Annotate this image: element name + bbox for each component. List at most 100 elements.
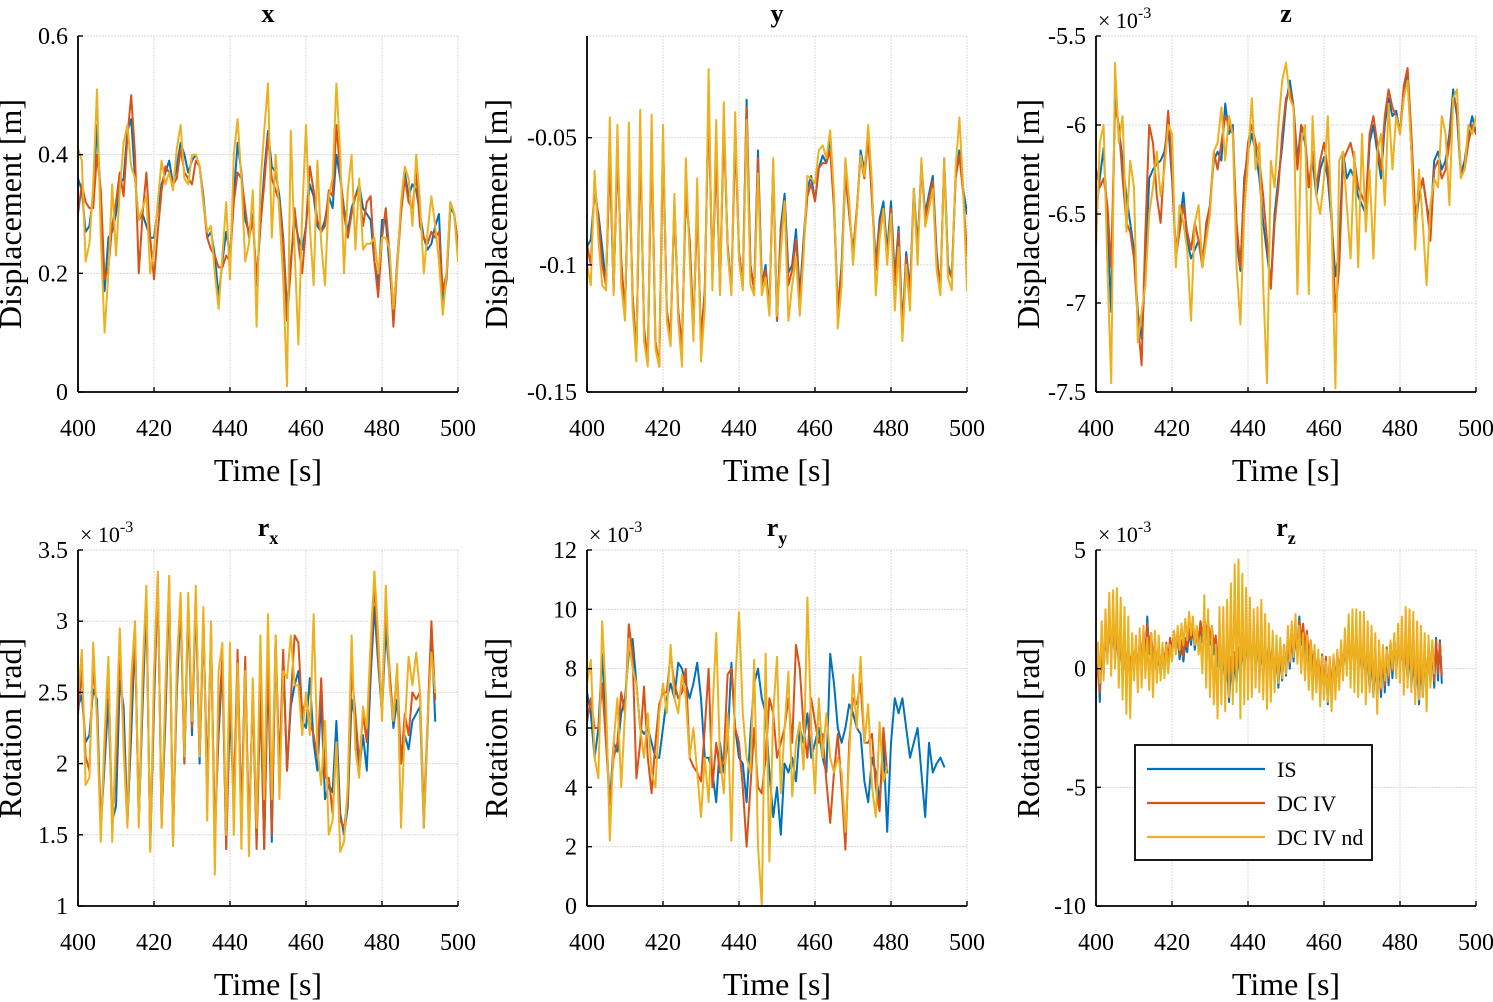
x-tick-label: 440 xyxy=(212,930,248,956)
x-tick-label: 420 xyxy=(1154,930,1190,956)
series-group xyxy=(1096,558,1443,720)
y-tick-label: 2 xyxy=(56,752,68,778)
series-is xyxy=(1096,74,1476,340)
x-axis-label: Time [s] xyxy=(723,452,831,488)
y-tick-label: 0 xyxy=(56,380,68,406)
y-tick-label: -6.5 xyxy=(1048,202,1086,228)
panel-title-subscript: x xyxy=(269,528,278,548)
series-dc-iv-nd xyxy=(587,596,889,907)
y-tick-label: 8 xyxy=(565,657,577,683)
series-dc-iv xyxy=(78,94,458,328)
panel-title-subscript: z xyxy=(1288,528,1296,548)
legend-label: DC IV xyxy=(1277,791,1336,816)
x-tick-label: 420 xyxy=(645,930,681,956)
axis-exponent-power: -3 xyxy=(120,519,133,536)
y-tick-label: 4 xyxy=(565,775,577,801)
y-tick-label: 3.5 xyxy=(38,538,68,564)
axis-exponent: × 10-3 xyxy=(1098,5,1151,33)
x-tick-label: 480 xyxy=(364,930,400,956)
y-tick-label: 10 xyxy=(553,597,577,623)
series-group xyxy=(1096,61,1476,390)
panel-title: rx xyxy=(258,513,279,548)
panel-title: ry xyxy=(767,513,788,548)
x-tick-label: 400 xyxy=(60,930,96,956)
y-tick-label: -10 xyxy=(1054,894,1086,920)
panel-z: 400 420 440 460 480 500 -7.5 -7 -6.5 -6 -5.5 z × 10-… xyxy=(1010,0,1493,488)
y-tick-label: 2 xyxy=(565,835,577,861)
x-axis-label: Time [s] xyxy=(1232,966,1340,1002)
x-tick-label: 460 xyxy=(797,930,833,956)
x-tick-label: 440 xyxy=(721,416,757,442)
x-tick-label: 480 xyxy=(1382,416,1418,442)
x-tick-label: 400 xyxy=(1078,416,1114,442)
y-tick-label: -0.05 xyxy=(527,126,577,152)
series-dc-iv-nd xyxy=(78,82,458,388)
series-group xyxy=(78,82,458,388)
x-tick-label: 480 xyxy=(364,416,400,442)
legend-label: IS xyxy=(1277,757,1297,782)
y-tick-label: 5 xyxy=(1074,538,1086,564)
x-tick-label: 500 xyxy=(1458,416,1493,442)
y-tick-label: 6 xyxy=(565,716,577,742)
series-dc-iv-nd xyxy=(1096,61,1476,390)
axis-exponent-power: -3 xyxy=(1138,519,1151,536)
y-tick-label: 0 xyxy=(1074,657,1086,683)
y-tick-label: -5 xyxy=(1066,775,1086,801)
x-tick-label: 460 xyxy=(288,930,324,956)
y-axis-label: Rotation [rad] xyxy=(0,638,28,818)
x-tick-label: 420 xyxy=(645,416,681,442)
y-tick-label: 0.2 xyxy=(38,261,68,287)
y-axis-label: Displacement [m] xyxy=(478,99,514,329)
axis-exponent-power: -3 xyxy=(1138,5,1151,22)
y-axis-label: Rotation [rad] xyxy=(478,638,514,818)
legend-label: DC IV nd xyxy=(1277,825,1363,850)
x-tick-label: 420 xyxy=(136,416,172,442)
x-axis-label: Time [s] xyxy=(214,452,322,488)
x-axis-label: Time [s] xyxy=(214,966,322,1002)
y-axis-label: Displacement [m] xyxy=(0,99,28,329)
x-tick-label: 420 xyxy=(136,930,172,956)
series-group xyxy=(587,596,946,907)
panel-x: 400 420 440 460 480 500 0 0.2 0.4 0.6 x Time [s] Dis… xyxy=(0,0,476,488)
panel-rz: 400 420 440 460 480 500 -10 -5 0 5 rz × 10-3 Time [s… xyxy=(1010,513,1493,1002)
x-tick-label: 400 xyxy=(1078,930,1114,956)
y-tick-label: -0.15 xyxy=(527,380,577,406)
y-tick-label: -5.5 xyxy=(1048,24,1086,50)
axis-exponent: × 10-3 xyxy=(589,519,642,547)
axis-exponent-power: -3 xyxy=(629,519,642,536)
x-tick-label: 400 xyxy=(569,416,605,442)
x-tick-label: 460 xyxy=(797,416,833,442)
panel-y: 400 420 440 460 480 500 -0.15 -0.1 -0.05 y Time [s… xyxy=(478,0,985,488)
grid xyxy=(1096,35,1477,392)
x-axis-label: Time [s] xyxy=(1232,452,1340,488)
x-tick-label: 480 xyxy=(873,416,909,442)
series-dc-iv-nd xyxy=(587,68,967,368)
series-dc-iv-nd xyxy=(1096,558,1436,720)
x-tick-label: 500 xyxy=(949,416,985,442)
x-tick-label: 440 xyxy=(1230,416,1266,442)
x-tick-label: 440 xyxy=(1230,930,1266,956)
series-dc-iv-nd xyxy=(78,570,437,876)
axis-exponent: × 10-3 xyxy=(80,519,133,547)
grid xyxy=(78,549,459,906)
x-tick-label: 420 xyxy=(1154,416,1190,442)
x-axis-label: Time [s] xyxy=(723,966,831,1002)
y-tick-label: 0.6 xyxy=(38,24,68,50)
x-tick-label: 400 xyxy=(569,930,605,956)
x-tick-label: 480 xyxy=(873,930,909,956)
y-tick-label: 12 xyxy=(553,538,577,564)
y-axis-label: Rotation [rad] xyxy=(1010,638,1046,818)
x-tick-label: 440 xyxy=(721,930,757,956)
x-tick-label: 460 xyxy=(288,416,324,442)
x-tick-label: 500 xyxy=(440,416,476,442)
series-group xyxy=(78,570,437,876)
grid xyxy=(587,549,968,906)
y-tick-label: -0.1 xyxy=(539,253,577,279)
x-tick-label: 400 xyxy=(60,416,96,442)
y-tick-label: -7.5 xyxy=(1048,380,1086,406)
x-tick-label: 500 xyxy=(440,930,476,956)
x-tick-label: 500 xyxy=(949,930,985,956)
y-axis-label: Displacement [m] xyxy=(1010,99,1046,329)
y-tick-label: 2.5 xyxy=(38,680,68,706)
